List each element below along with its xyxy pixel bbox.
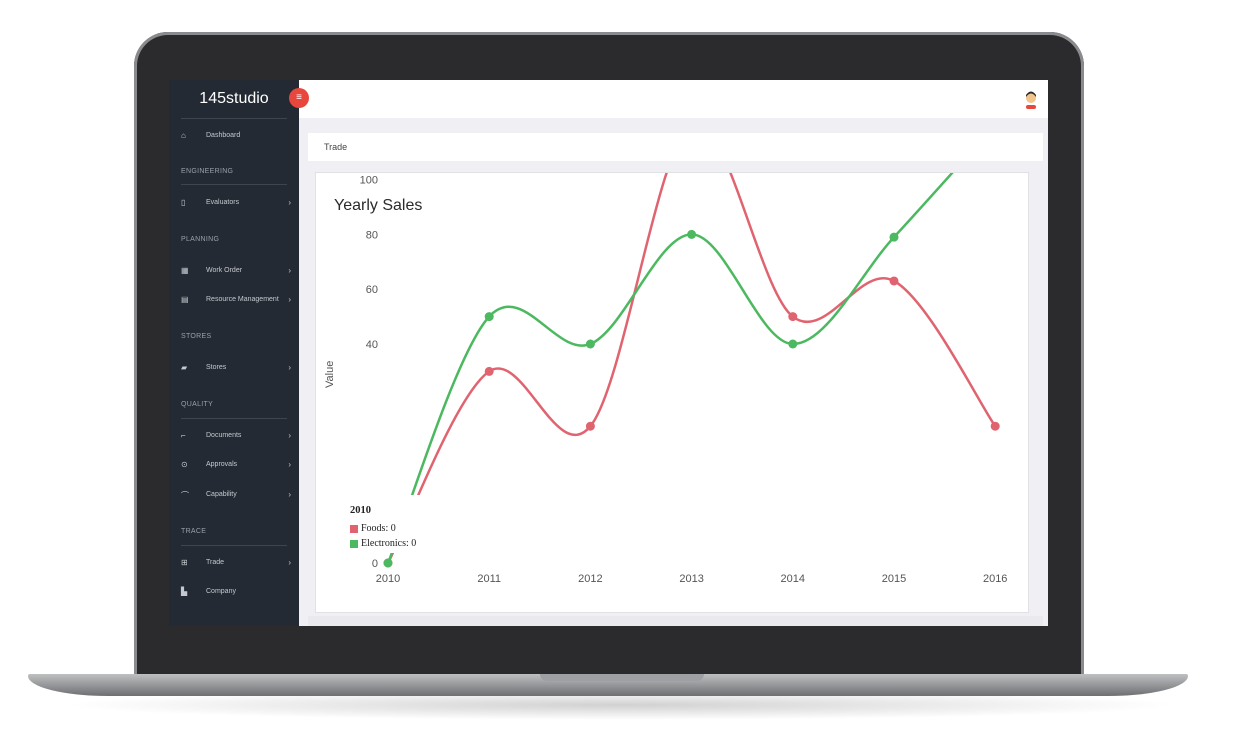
- calendar-icon: ▦: [181, 266, 189, 275]
- sidebar: 145studio ⌂ Dashboard ENGINEERING ▯ Evaluato…: [169, 80, 299, 626]
- data-point-electronics: [889, 232, 899, 242]
- sidebar-section-planning: PLANNING: [181, 236, 220, 243]
- data-point-foods: [788, 312, 798, 322]
- data-point-foods: [889, 276, 899, 286]
- sidebar-section-quality: QUALITY: [181, 401, 214, 408]
- sidebar-item-label: Company: [206, 588, 236, 595]
- sidebar-item-label: Approvals: [206, 461, 238, 468]
- data-point-electronics: [383, 558, 393, 568]
- data-point-electronics: [788, 339, 798, 349]
- tooltip-row-foods: Foods: 0: [350, 523, 396, 535]
- y-tick-label: 0: [372, 558, 378, 570]
- sidebar-item-label: Trade: [206, 559, 225, 566]
- chevron-right-icon: ›: [288, 460, 291, 469]
- sidebar-item-label: Documents: [206, 432, 242, 439]
- brand-logo[interactable]: 145studio: [199, 90, 269, 107]
- y-tick-label: 60: [366, 284, 378, 296]
- x-tick-label: 2013: [679, 573, 703, 585]
- bar-chart-icon: ▙: [181, 587, 188, 596]
- sidebar-divider: [181, 418, 287, 419]
- sidebar-section-stores: STORES: [181, 333, 212, 340]
- line-chart: 0406080100120201020112012201320142015201…: [360, 173, 1007, 585]
- chevron-right-icon: ›: [288, 266, 291, 275]
- sidebar-item-label: Stores: [206, 364, 227, 371]
- sidebar-item-label: Evaluators: [206, 199, 240, 206]
- top-bar: [299, 80, 1048, 118]
- tooltip-foods-value: Foods: 0: [361, 523, 396, 534]
- sidebar-section-engineering: ENGINEERING: [181, 168, 234, 175]
- y-tick-label: 80: [366, 229, 378, 241]
- chevron-right-icon: ›: [288, 431, 291, 440]
- sidebar-item-label: Resource Management: [206, 296, 279, 303]
- chevron-right-icon: ›: [288, 363, 291, 372]
- breadcrumb: Trade: [308, 133, 1043, 161]
- chart-title: Yearly Sales: [334, 197, 423, 214]
- chart-card: Yearly Sales Value 040608010012020102011…: [315, 172, 1029, 613]
- sidebar-item-label: Dashboard: [206, 132, 241, 139]
- user-avatar[interactable]: [1022, 89, 1040, 109]
- x-tick-label: 2016: [983, 573, 1007, 585]
- y-tick-label: 40: [366, 339, 378, 351]
- dashboard-icon: ⌂: [181, 131, 186, 140]
- x-tick-label: 2012: [578, 573, 602, 585]
- sidebar-item-trade[interactable]: ⊞ Trade ›: [181, 558, 291, 572]
- sidebar-item-approvals[interactable]: ⊙ Approvals ›: [181, 460, 291, 474]
- chevron-right-icon: ›: [288, 558, 291, 567]
- sidebar-item-label: Work Order: [206, 267, 243, 274]
- chevron-right-icon: ›: [288, 490, 291, 499]
- capability-icon: ⌒: [181, 491, 189, 500]
- sidebar-item-documents[interactable]: ⌐ Documents ›: [181, 431, 291, 445]
- bottom-panel-edge: [308, 616, 1043, 626]
- tooltip-header: 2010: [350, 505, 371, 516]
- chart-tooltip: 2010 Foods: 0 Electronics: 0: [340, 495, 432, 553]
- tooltip-electronics-value: Electronics: 0: [361, 538, 417, 549]
- data-point-electronics: [687, 229, 697, 239]
- chevron-right-icon: ›: [288, 295, 291, 304]
- y-tick-label: 100: [360, 175, 378, 187]
- sidebar-divider: [181, 184, 287, 185]
- foods-swatch: [350, 524, 358, 533]
- menu-toggle-button[interactable]: ≡: [289, 88, 309, 108]
- data-point-electronics: [585, 339, 595, 349]
- sidebar-item-stores[interactable]: ▰ Stores ›: [181, 363, 291, 377]
- laptop-base-notch: [540, 674, 704, 681]
- data-point-electronics: [484, 312, 494, 322]
- tooltip-row-electronics: Electronics: 0: [350, 538, 416, 550]
- sidebar-item-dashboard[interactable]: ⌂ Dashboard: [181, 131, 291, 145]
- data-point-foods: [990, 421, 1000, 431]
- sidebar-item-evaluators[interactable]: ▯ Evaluators ›: [181, 198, 291, 212]
- sidebar-divider: [181, 118, 287, 119]
- document-icon: ▯: [181, 198, 186, 207]
- store-icon: ▰: [181, 363, 188, 372]
- x-tick-label: 2010: [376, 573, 400, 585]
- sidebar-item-label: Capability: [206, 491, 237, 498]
- sidebar-section-trace: TRACE: [181, 528, 207, 535]
- x-tick-label: 2014: [781, 573, 805, 585]
- screen: 145studio ⌂ Dashboard ENGINEERING ▯ Evaluato…: [169, 80, 1048, 626]
- chevron-right-icon: ›: [288, 198, 291, 207]
- data-point-foods: [484, 366, 494, 376]
- approval-icon: ⊙: [181, 460, 188, 469]
- electronics-swatch: [350, 539, 358, 548]
- file-icon: ⌐: [181, 431, 186, 440]
- x-tick-label: 2015: [882, 573, 906, 585]
- sidebar-item-company[interactable]: ▙ Company: [181, 587, 291, 601]
- sidebar-item-resource-management[interactable]: ▤ Resource Management ›: [181, 295, 291, 309]
- sidebar-item-work-order[interactable]: ▦ Work Order ›: [181, 266, 291, 280]
- resource-icon: ▤: [181, 295, 189, 304]
- sidebar-item-capability[interactable]: ⌒ Capability ›: [181, 490, 291, 504]
- x-tick-label: 2011: [477, 573, 501, 585]
- laptop-base: [28, 674, 1188, 696]
- sidebar-divider: [181, 545, 287, 546]
- data-point-foods: [585, 421, 595, 431]
- breadcrumb-item-trade[interactable]: Trade: [324, 142, 348, 152]
- bank-icon: ⊞: [181, 558, 188, 567]
